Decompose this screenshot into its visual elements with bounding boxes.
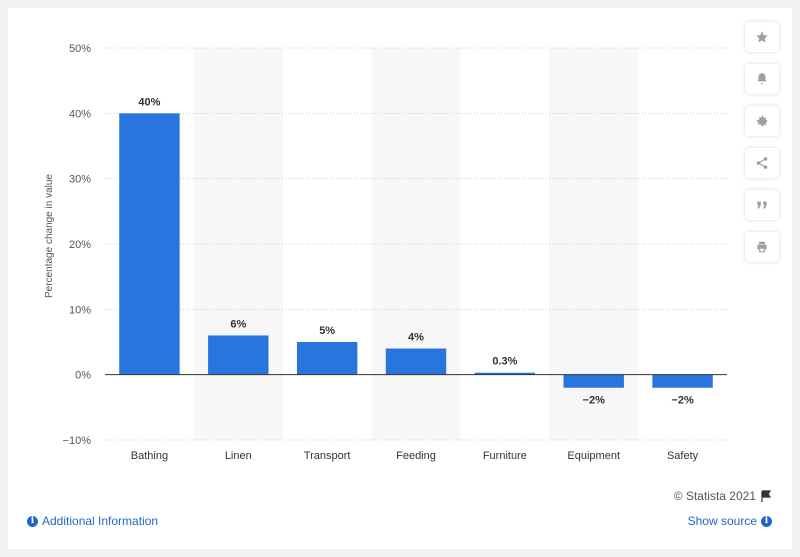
value-label: 6% bbox=[230, 318, 246, 330]
value-label: 5% bbox=[319, 325, 335, 337]
print-icon bbox=[757, 241, 767, 253]
cite-button[interactable] bbox=[745, 190, 779, 220]
bar-furniture bbox=[474, 372, 536, 375]
value-label: 4% bbox=[408, 332, 424, 344]
value-label: −2% bbox=[671, 395, 694, 407]
y-tick-label: 50% bbox=[69, 43, 91, 55]
bar-equipment bbox=[563, 374, 624, 388]
value-label: 0.3% bbox=[492, 356, 517, 368]
category-label: Safety bbox=[667, 450, 699, 462]
y-axis-label: Percentage change in value bbox=[44, 174, 55, 298]
share-button[interactable] bbox=[745, 148, 779, 178]
flag-icon bbox=[761, 490, 772, 502]
bell-icon bbox=[757, 73, 767, 85]
category-label: Linen bbox=[225, 450, 252, 462]
additional-information-label: Additional Information bbox=[42, 514, 159, 528]
bar-linen bbox=[208, 335, 269, 375]
share-icon bbox=[756, 157, 768, 169]
credit-text: © Statista 2021 bbox=[673, 489, 756, 503]
y-tick-label: 40% bbox=[69, 108, 91, 120]
quote-icon bbox=[757, 201, 767, 209]
settings-button[interactable] bbox=[745, 106, 779, 136]
bar-safety bbox=[652, 374, 713, 388]
chart-card: −10% 0% 10% 20% 30% 40% 50% Percentage change i… bbox=[8, 8, 792, 549]
info-icon: i bbox=[27, 515, 38, 527]
notification-button[interactable] bbox=[745, 64, 779, 94]
info-icon: i bbox=[761, 515, 772, 527]
category-label: Transport bbox=[304, 450, 351, 462]
bar-transport bbox=[296, 342, 358, 375]
bar-feeding bbox=[385, 348, 447, 375]
category-label: Feeding bbox=[396, 450, 436, 462]
bar-bathing bbox=[119, 113, 180, 375]
star-icon bbox=[756, 31, 768, 43]
category-label: Equipment bbox=[567, 450, 620, 462]
category-label: Furniture bbox=[483, 450, 527, 462]
y-tick-label: 20% bbox=[69, 239, 91, 251]
print-button[interactable] bbox=[745, 232, 779, 262]
show-source-link[interactable]: Show source i bbox=[688, 514, 772, 528]
value-label: −2% bbox=[583, 395, 606, 407]
value-label: 40% bbox=[138, 96, 160, 108]
show-source-label: Show source bbox=[687, 514, 757, 528]
y-tick-label: 10% bbox=[69, 304, 91, 316]
favorite-button[interactable] bbox=[745, 22, 779, 52]
bar-chart: −10% 0% 10% 20% 30% 40% 50% Percentage change i… bbox=[44, 43, 727, 462]
y-tick-label: 0% bbox=[75, 370, 91, 382]
category-label: Bathing bbox=[131, 450, 168, 462]
additional-information-link[interactable]: i Additional Information bbox=[27, 514, 158, 528]
y-tick-label: 30% bbox=[69, 174, 91, 186]
statista-credit[interactable]: © Statista 2021 bbox=[674, 489, 772, 503]
y-tick-label: −10% bbox=[63, 435, 92, 447]
gear-icon bbox=[756, 115, 768, 127]
